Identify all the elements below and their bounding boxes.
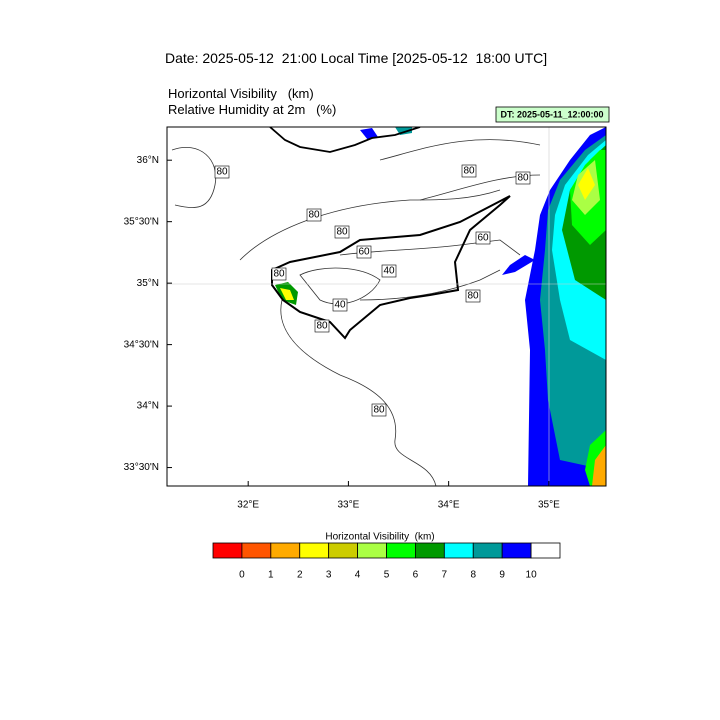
contour-label-box bbox=[381, 264, 397, 278]
contour bbox=[280, 299, 437, 486]
contour bbox=[299, 267, 381, 305]
contour bbox=[379, 139, 541, 201]
contour-label-box bbox=[314, 319, 330, 333]
colorbar-label: 10 bbox=[526, 570, 538, 581]
colorbar-label: 8 bbox=[470, 570, 476, 581]
contour-label: 80 bbox=[316, 321, 328, 332]
colorbar-box bbox=[357, 542, 387, 559]
y-tick-label: 36°N bbox=[137, 155, 159, 166]
shade bbox=[280, 288, 294, 300]
contour-label-box bbox=[515, 171, 531, 185]
y-tick-label: 34°30'N bbox=[124, 339, 159, 350]
contour-label: 80 bbox=[273, 269, 285, 280]
field-title: Horizontal Visibility (km) bbox=[168, 86, 314, 101]
field-title: Relative Humidity at 2m (%) bbox=[168, 102, 336, 117]
contour-label-box bbox=[465, 289, 481, 303]
dt-box bbox=[495, 106, 610, 123]
colorbar-box bbox=[241, 542, 272, 559]
x-tick-label: 34°E bbox=[438, 500, 460, 511]
colorbar-box bbox=[530, 542, 561, 559]
contour-label-box bbox=[356, 245, 372, 259]
colorbar-title: Horizontal Visibility (km) bbox=[325, 532, 434, 543]
x-tick-label: 35°E bbox=[538, 500, 560, 511]
y-tick-label: 33°30'N bbox=[124, 462, 159, 473]
shade bbox=[592, 445, 606, 486]
y-tick-label: 35°30'N bbox=[124, 216, 159, 227]
contour-label-box bbox=[332, 298, 348, 312]
contour-label: 80 bbox=[216, 167, 228, 178]
contour-label-box bbox=[461, 164, 477, 178]
colorbar-label: 7 bbox=[442, 570, 448, 581]
y-tick-label: 34°N bbox=[137, 401, 159, 412]
contour-label-box bbox=[214, 165, 230, 179]
colorbar-label: 5 bbox=[384, 570, 390, 581]
contour-label-box bbox=[306, 208, 322, 222]
contour-label: 80 bbox=[308, 210, 320, 221]
contour-label-box bbox=[475, 231, 491, 245]
colorbar-box bbox=[328, 542, 358, 559]
colorbar-label: 9 bbox=[499, 570, 505, 581]
colorbar-label: 0 bbox=[239, 570, 245, 581]
coastline bbox=[271, 195, 511, 340]
contour-label: 80 bbox=[467, 291, 479, 302]
colorbar-label: 3 bbox=[326, 570, 332, 581]
shade bbox=[578, 168, 595, 200]
contour bbox=[171, 147, 217, 208]
contour-label: 60 bbox=[358, 247, 370, 258]
y-tick-label: 35°N bbox=[137, 278, 159, 289]
contour-label: 60 bbox=[477, 233, 489, 244]
dt-label: DT: 2025-05-11_12:00:00 bbox=[500, 109, 603, 119]
x-tick-label: 32°E bbox=[237, 500, 259, 511]
x-tick-label: 33°E bbox=[338, 500, 360, 511]
contour-label: 80 bbox=[517, 173, 529, 184]
contour-label-box bbox=[334, 225, 350, 239]
contour-label: 80 bbox=[373, 405, 385, 416]
coastline bbox=[269, 127, 421, 153]
contour-label: 80 bbox=[336, 227, 348, 238]
annotations: 32°E 33°E 34°E 35°E33°30'N34°N34°30'N35°N35… bbox=[124, 155, 561, 581]
colorbar-box bbox=[501, 542, 532, 559]
colorbar-box bbox=[212, 542, 243, 559]
map bbox=[166, 126, 607, 487]
date-title: Date: 2025-05-12 21:00 Local Time [2025-… bbox=[165, 50, 547, 66]
colorbar-box bbox=[386, 542, 416, 559]
colorbar-label: 2 bbox=[297, 570, 303, 581]
contour-label: 40 bbox=[383, 266, 395, 277]
colorbar-box bbox=[270, 542, 301, 559]
colorbar-box bbox=[443, 542, 474, 559]
colorbar-label: 6 bbox=[413, 570, 419, 581]
contour bbox=[239, 189, 501, 261]
contour-label-box bbox=[271, 267, 287, 281]
colorbar-box bbox=[299, 542, 330, 559]
contour-label: 40 bbox=[334, 300, 346, 311]
map-frame bbox=[166, 126, 607, 487]
shade bbox=[502, 255, 535, 275]
colorbar-box bbox=[472, 542, 503, 559]
contour-label-box bbox=[371, 403, 387, 417]
contour-label: 80 bbox=[463, 166, 475, 177]
colorbar-label: 1 bbox=[268, 570, 274, 581]
colorbar-label: 4 bbox=[355, 570, 361, 581]
colorbar-box bbox=[415, 542, 445, 559]
